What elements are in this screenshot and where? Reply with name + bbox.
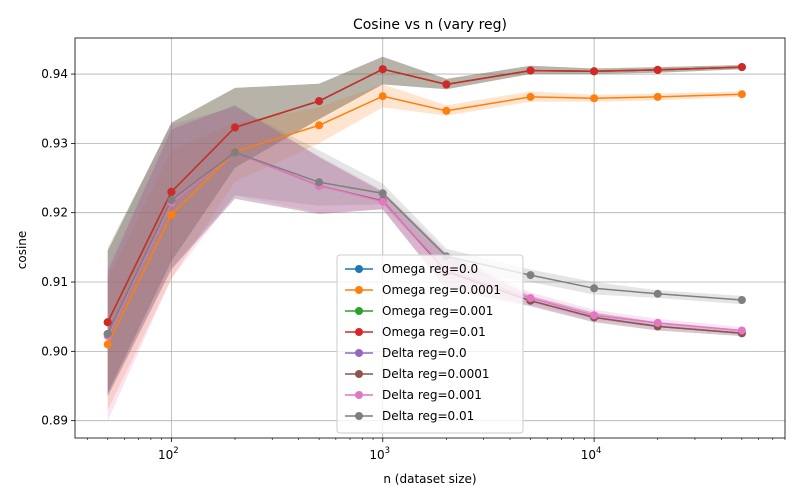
x-axis-label: n (dataset size) [383,472,476,486]
legend-item: Delta reg=0.001 [345,388,482,402]
data-point [590,284,599,293]
legend-marker [355,286,363,294]
axes: 102 103 104 0.89 0.90 0.91 0.92 0.93 0.94 [41,37,786,462]
plot-frame [74,37,786,439]
legend-item: Omega reg=0.0001 [345,283,501,297]
confidence-bands [107,56,742,421]
data-point [103,340,112,349]
data-point [315,121,324,130]
y-tick-label: 0.89 [41,414,68,428]
legend-item: Omega reg=0.01 [345,325,486,339]
legend-marker [355,412,363,420]
legend-item: Omega reg=0.0 [345,262,478,276]
legend-marker [355,391,363,399]
data-point [526,66,535,75]
legend-label: Omega reg=0.0001 [382,283,501,297]
data-point [590,94,599,103]
data-point [378,92,387,101]
legend-label: Delta reg=0.0 [382,346,467,360]
y-tick-label: 0.90 [41,344,68,358]
data-point [737,296,746,304]
data-point [103,330,112,338]
data-point [378,189,387,198]
data-point [378,197,387,206]
x-tick-label: 103 [369,446,390,462]
data-point [590,311,599,320]
series-band [107,105,742,397]
legend-item: Delta reg=0.0 [345,346,467,360]
data-point [167,196,176,205]
y-tick-label: 0.91 [41,275,68,289]
series-band [107,107,742,397]
data-point [526,271,535,280]
data-point [653,318,662,327]
series-band [107,56,742,393]
data-point [103,318,112,327]
data-point [167,187,176,196]
legend-label: Delta reg=0.001 [382,388,482,402]
legend-marker [355,265,363,273]
legend-label: Delta reg=0.0001 [382,367,490,381]
y-tick-label: 0.92 [41,206,68,220]
legend-label: Delta reg=0.01 [382,409,474,423]
data-point [442,80,451,89]
legend-label: Omega reg=0.001 [382,304,493,318]
data-point [378,65,387,74]
data-point [167,210,176,219]
data-point [653,92,662,101]
series-band [107,108,742,421]
legend-marker [355,349,363,357]
series-band [107,56,742,393]
data-point [315,97,324,106]
series-band [107,56,742,393]
series-line [107,151,742,337]
data-point [737,326,746,335]
data-point [526,294,535,302]
y-axis-label: cosine [15,231,29,270]
legend-item: Delta reg=0.01 [345,409,474,423]
chart-title: Cosine vs n (vary reg) [353,17,507,33]
series-lines [107,66,742,345]
data-point [653,65,662,74]
data-point [231,123,239,132]
series-line [107,151,742,335]
y-tick-label: 0.93 [41,136,68,150]
data-point [315,178,324,187]
series-line [107,66,742,323]
legend-item: Delta reg=0.0001 [345,367,490,381]
data-point [737,63,746,72]
data-point [737,90,746,99]
legend: Omega reg=0.0 Omega reg=0.0001 Omega reg=0… [336,254,524,434]
legend-marker [355,328,363,336]
series-line [107,93,742,345]
series-markers [103,63,746,349]
y-tick-label: 0.94 [41,67,68,81]
data-point [590,67,599,76]
x-tick-label: 104 [581,446,602,462]
legend-label: Omega reg=0.01 [382,325,486,339]
legend-label: Omega reg=0.0 [382,262,478,276]
legend-item: Omega reg=0.001 [345,304,493,318]
legend-marker [355,370,363,378]
data-point [442,106,451,115]
series-band [107,105,742,397]
data-point [526,92,535,101]
legend-box [336,254,524,434]
x-tick-label: 102 [158,446,179,462]
series-band [107,84,742,411]
legend-marker [355,307,363,315]
data-point [231,148,239,157]
data-point [653,289,662,298]
